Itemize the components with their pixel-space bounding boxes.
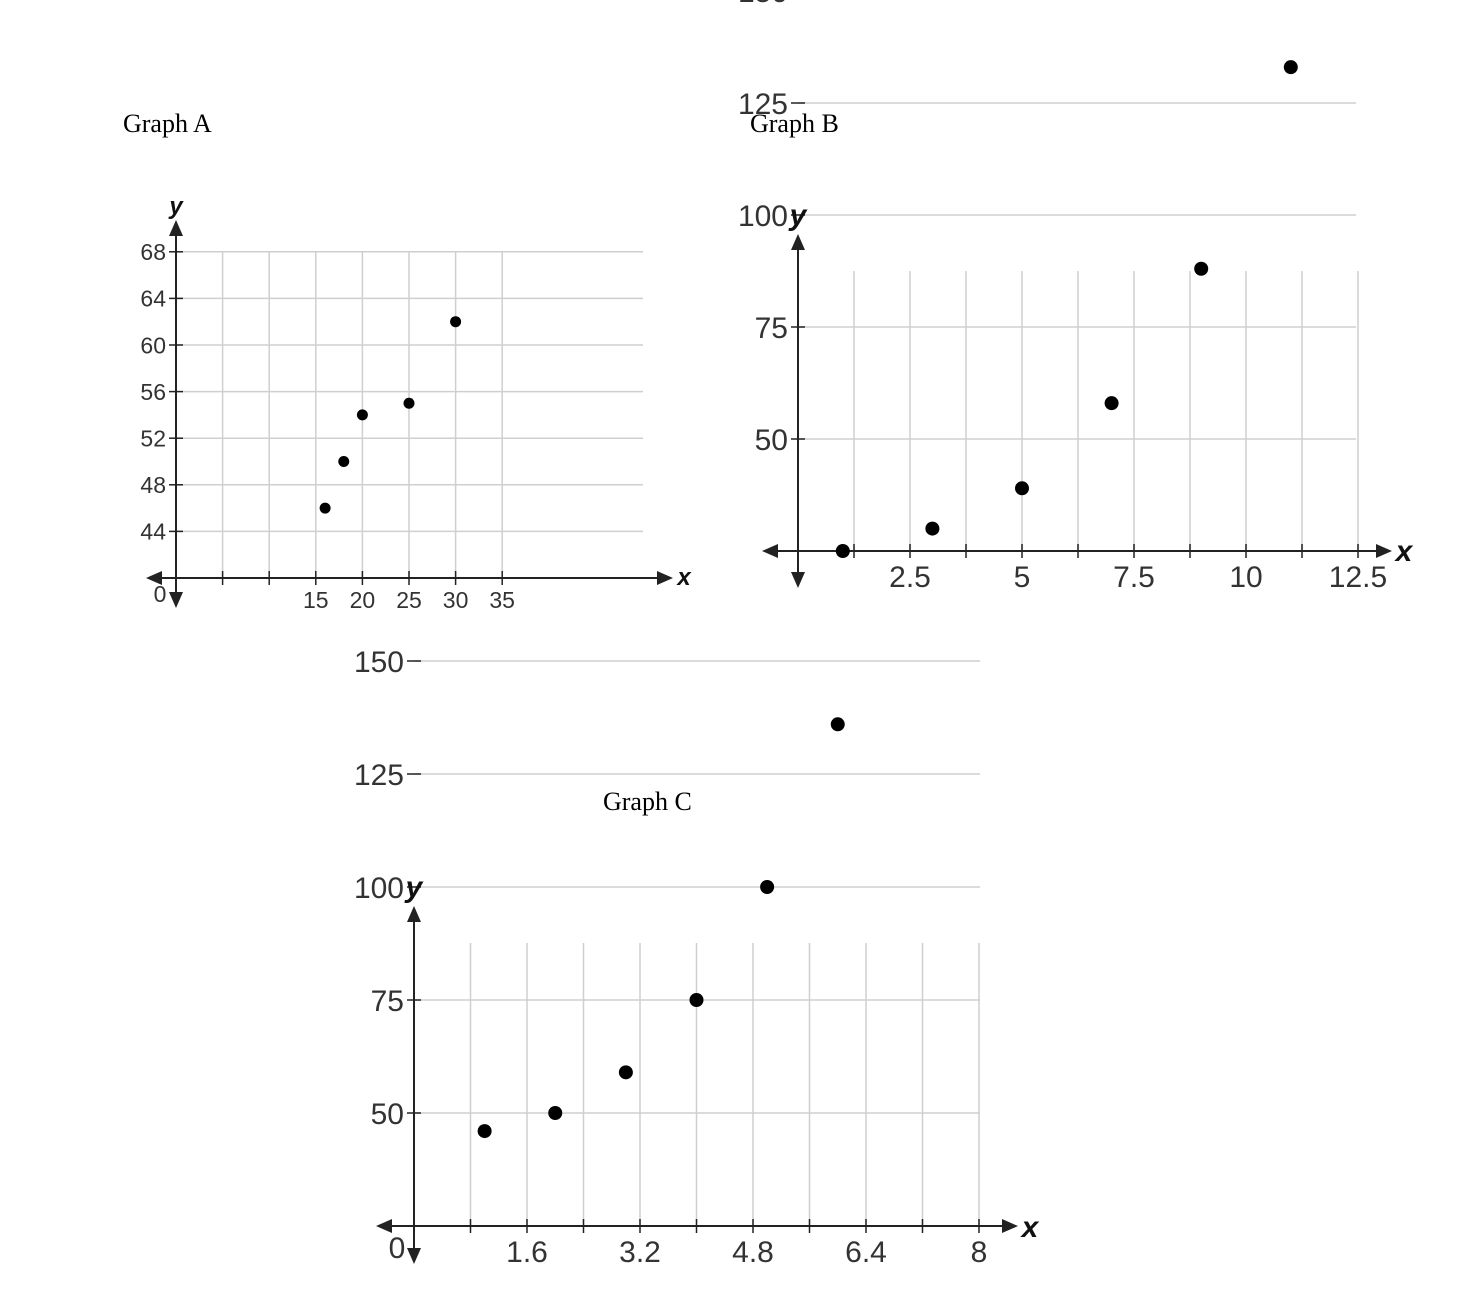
x-axis-label: x [1394, 535, 1414, 568]
graph-a-title: Graph A [123, 109, 212, 138]
origin-label: 0 [154, 581, 167, 607]
y-tick-label: 75 [371, 985, 404, 1018]
y-axis-label: y [404, 871, 424, 904]
x-axis-arrow-left [762, 544, 778, 558]
x-tick-label: 8 [971, 1236, 988, 1269]
x-axis-arrow-right [1376, 544, 1392, 558]
y-tick-label: 52 [140, 425, 166, 451]
x-axis-arrow-right [1002, 1219, 1018, 1233]
data-point [1283, 60, 1298, 75]
data-point [1015, 481, 1029, 496]
y-axis-label: y [168, 193, 184, 220]
y-tick-label: 150 [738, 0, 788, 9]
x-tick-label: 35 [489, 587, 515, 613]
y-tick-label: 150 [354, 646, 404, 679]
x-tick-label: 12.5 [1329, 561, 1387, 594]
data-point [1194, 261, 1209, 276]
data-point [403, 397, 415, 409]
graph-b-title: Graph B [750, 109, 839, 138]
data-point [450, 316, 462, 328]
x-tick-label: 1.6 [506, 1236, 548, 1269]
y-tick-label: 50 [755, 424, 788, 457]
x-tick-label: 15 [303, 587, 329, 613]
x-tick-label: 30 [443, 587, 469, 613]
x-tick-label: 25 [396, 587, 422, 613]
x-tick-label: 7.5 [1113, 561, 1155, 594]
data-point [319, 502, 331, 514]
x-axis-label: x [1020, 1211, 1040, 1244]
data-point [830, 717, 845, 732]
x-axis-arrow-left [376, 1219, 392, 1233]
y-tick-label: 48 [140, 472, 166, 498]
y-tick-label: 125 [354, 759, 404, 792]
graph-a: 15 20 25 30 35 44 48 52 56 60 64 68 0 x y [140, 193, 692, 613]
y-axis-arrow-down [407, 1248, 421, 1264]
y-axis-arrow-up [791, 234, 805, 250]
data-point [925, 521, 940, 536]
data-point [618, 1065, 633, 1080]
y-tick-label: 60 [140, 332, 166, 358]
data-point [760, 880, 775, 894]
data-point [548, 1106, 563, 1120]
origin-label: 0 [389, 1232, 406, 1265]
x-tick-label: 2.5 [889, 561, 931, 594]
y-axis-arrow-up [169, 220, 183, 236]
y-axis-arrow-up [407, 906, 421, 922]
graph-c: 1.6 3.2 4.8 6.4 8 50 75 100 125 150 0 x y [354, 646, 1040, 1269]
y-axis-arrow-down [791, 572, 805, 588]
y-tick-label: 100 [354, 872, 404, 905]
x-tick-label: 10 [1229, 561, 1262, 594]
data-point [338, 456, 350, 467]
graph-c-title: Graph C [603, 787, 692, 816]
graph-b: 2.5 5 7.5 10 12.5 50 75 100 125 150 x y [738, 0, 1414, 594]
y-tick-label: 56 [140, 379, 166, 405]
x-tick-label: 20 [350, 587, 376, 613]
y-tick-label: 75 [755, 312, 788, 345]
y-tick-label: 64 [140, 286, 166, 312]
data-point [689, 993, 704, 1007]
y-tick-label: 44 [140, 519, 166, 545]
x-tick-label: 5 [1014, 561, 1031, 594]
y-tick-label: 50 [371, 1098, 404, 1131]
x-tick-label: 6.4 [845, 1236, 887, 1269]
y-tick-label: 125 [738, 88, 788, 121]
data-point [477, 1124, 492, 1139]
data-point [1104, 396, 1119, 411]
x-tick-label: 4.8 [732, 1236, 774, 1269]
x-axis-arrow-left [146, 571, 162, 585]
y-axis-label: y [788, 199, 808, 232]
y-tick-label: 68 [140, 239, 166, 265]
y-axis-arrow-down [169, 592, 183, 608]
x-axis-label: x [675, 564, 692, 591]
y-tick-label: 100 [738, 200, 788, 233]
data-point [835, 544, 850, 558]
x-tick-label: 3.2 [619, 1236, 661, 1269]
x-axis-arrow-right [657, 571, 673, 585]
data-point [356, 409, 368, 421]
